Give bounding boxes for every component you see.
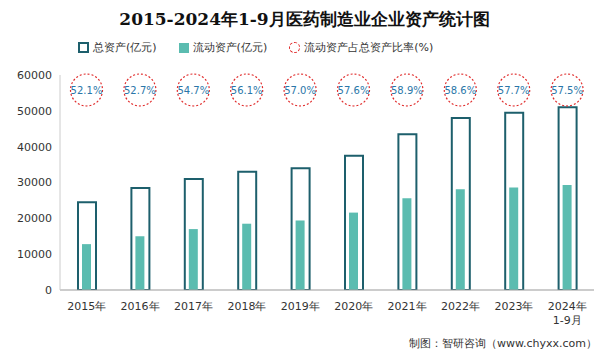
svg-text:58.6%: 58.6%: [444, 85, 476, 96]
html-text:制图：智研咨询（www.chyxx.com）: 制图：智研咨询（www.chyxx.com）: [409, 337, 597, 350]
svg-text:60000: 60000: [17, 69, 52, 82]
svg-text:2015年: 2015年: [67, 300, 106, 313]
svg-text:0: 0: [45, 284, 52, 297]
html-text:流动资产(亿元): 流动资产(亿元): [192, 41, 268, 54]
svg-text:57.5%: 57.5%: [551, 85, 583, 96]
html-text:2015-2024年1-9月医药制造业企业资产统计图: 2015-2024年1-9月医药制造业企业资产统计图: [119, 9, 490, 29]
svg-text:54.7%: 54.7%: [177, 85, 209, 96]
html-text:流动资产占总资产比率(%): 流动资产占总资产比率(%): [304, 41, 434, 54]
svg-text:2018年: 2018年: [227, 300, 266, 313]
svg-text:52.7%: 52.7%: [124, 85, 156, 96]
svg-text:57.7%: 57.7%: [498, 85, 530, 96]
svg-text:10000: 10000: [17, 248, 52, 261]
svg-text:2022年: 2022年: [441, 300, 480, 313]
svg-text:30000: 30000: [17, 176, 52, 189]
svg-text:2020年: 2020年: [334, 300, 373, 313]
svg-text:2024年: 2024年: [548, 300, 587, 313]
svg-text:20000: 20000: [17, 212, 52, 225]
svg-text:52.1%: 52.1%: [71, 85, 103, 96]
svg-text:2023年: 2023年: [494, 300, 533, 313]
svg-text:2021年: 2021年: [388, 300, 427, 313]
svg-text:56.1%: 56.1%: [231, 85, 263, 96]
svg-text:2016年: 2016年: [121, 300, 160, 313]
svg-text:50000: 50000: [17, 105, 52, 118]
svg-text:40000: 40000: [17, 141, 52, 154]
svg-text:57.0%: 57.0%: [284, 85, 316, 96]
svg-text:57.6%: 57.6%: [338, 85, 370, 96]
svg-text:2019年: 2019年: [281, 300, 320, 313]
html-text:总资产(亿元): 总资产(亿元): [93, 41, 157, 54]
svg-text:2017年: 2017年: [174, 300, 213, 313]
svg-text:1-9月: 1-9月: [553, 314, 582, 325]
svg-text:58.9%: 58.9%: [391, 85, 423, 96]
